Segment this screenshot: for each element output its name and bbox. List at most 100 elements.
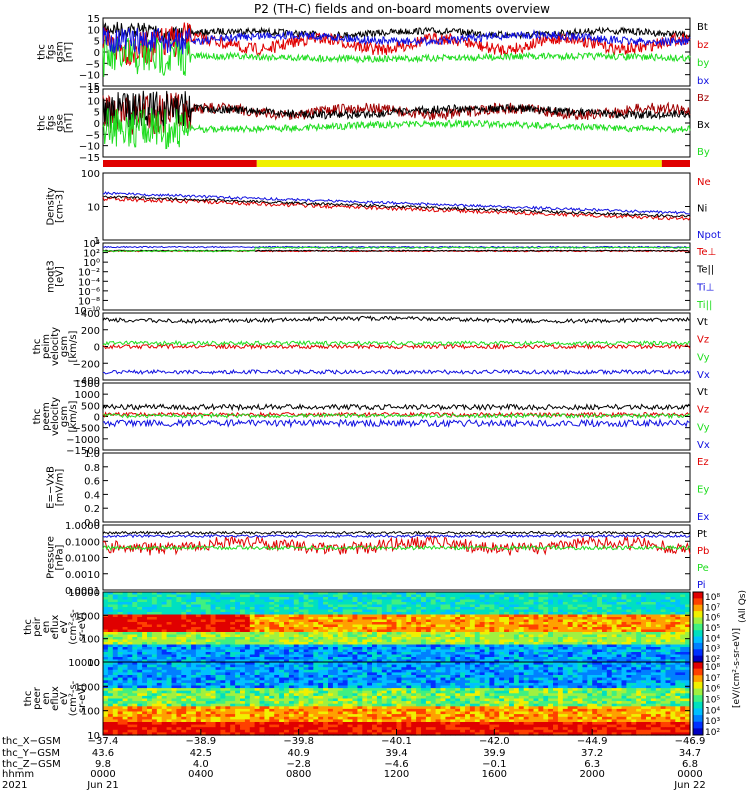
y-tick-label: −5 [85,130,100,141]
y-axis-label: [nPa] [55,544,66,570]
legend-label: Bz [697,93,709,104]
y-tick-label: 0.1000 [65,537,100,548]
mode-segment [662,160,690,167]
panel-peim_vel: 4002000−200−400thcpeimvelocitygsm[km/s]V… [32,309,710,387]
y-axis-label: sr-eV) [77,612,88,641]
y-tick-label: 400 [81,309,100,320]
legend-label: Vx [697,440,710,451]
y-tick-label: −10 [79,71,100,82]
legend-label: Vz [697,335,709,346]
series-line-pe [103,546,690,550]
series-line-vt [103,404,690,409]
legend-label: Ey [697,485,709,496]
y-axis-label: [cm-3] [55,190,66,223]
legend-label: Vt [697,387,708,398]
y-axis-label: [km/s] [68,330,79,362]
legend-label: bz [697,40,709,51]
panel-peem_vel: 150010005000−500−1000−1500thcpeemvelocit… [32,379,710,457]
series-line-vy [103,341,690,345]
y-axis-label: [nT] [64,42,75,62]
legend-label: by [697,58,709,69]
y-axis-label: [eV] [55,266,66,287]
legend-label: Ti|| [696,300,712,311]
panel-pressure: 1.00000.10000.01000.00100.0001Pressure[n… [46,521,710,597]
y-tick-label: 0.0010 [65,570,100,581]
series-line-pb [103,537,690,556]
legend-label: Ex [697,512,709,523]
y-tick-label: 5 [94,37,100,48]
panel-frame [103,173,690,240]
plot-title: P2 (TH-C) fields and on-board moments ov… [254,2,550,16]
legend-label: Vt [697,317,708,328]
y-tick-label: 100 [81,169,100,180]
y-tick-label: 10 [87,25,100,36]
y-tick-label: 0.6 [84,477,100,488]
mode-segment [257,160,662,167]
panel-frame [103,453,690,522]
y-tick-label: 15 [87,14,100,25]
series-line-ni [103,196,690,217]
y-tick-label: 200 [81,326,100,337]
legend-label: Ti⊥ [696,282,714,293]
y-axis-label: [nT] [64,113,75,133]
series-line-pi [103,535,690,538]
y-tick-label: 0.2 [84,504,100,515]
panel-temp: 10⁴10²10⁰10⁻²10⁻⁴10⁻⁶10⁻⁸10⁻¹⁰moqt3[eV]T… [46,239,717,317]
legend-label: Te⊥ [696,247,716,258]
legend-label: Pi [697,580,706,591]
legend-label: Ne [697,177,711,188]
y-tick-label: 0 [94,48,100,59]
series-line-vz [103,345,690,349]
series-line-pt [103,532,690,535]
legend-label: Vz [697,405,709,416]
panel-mode_bar [103,160,690,167]
legend-label: Npot [697,230,721,241]
y-tick-label: 10 [87,96,100,107]
y-tick-label: 0 [94,343,100,354]
legend-label: Pe [697,563,709,574]
legend-label: Pt [697,529,707,540]
y-tick-label: 15 [87,85,100,96]
y-axis-label: [km/s] [68,400,79,432]
legend-label: Vx [697,370,710,381]
legend-label: Te|| [696,265,714,276]
y-tick-label: 500 [81,401,100,412]
y-tick-label: −10 [79,142,100,153]
y-tick-label: 1500 [75,379,100,390]
y-tick-label: 0.4 [84,490,100,501]
y-tick-label: 0 [94,119,100,130]
y-tick-label: −5 [85,59,100,70]
panel-frame [103,243,690,310]
legend-label: By [697,147,710,158]
y-tick-label: −1000 [66,435,100,446]
panel-peer_spec: 10000100010010thcpeerenefluxeV(cm²-s-sr-… [23,658,691,742]
y-tick-label: 0.8 [84,463,100,474]
legend-label: Pb [697,546,709,557]
series-line-vx [103,420,690,427]
legend-label: bx [697,76,709,87]
y-tick-label: 5 [94,108,100,119]
y-tick-label: 1.0000 [65,521,100,532]
mode-segment [103,160,257,167]
legend-label: Bx [697,120,710,131]
legend-label: Vy [697,352,710,363]
panel-frame [103,525,690,590]
panel-peir_spec: 10000100010010thcpeirenefluxeV(cm²-s-sr-… [23,588,691,669]
y-tick-label: 1.0 [84,449,100,460]
y-axis-label: [mV/m] [55,469,66,507]
series-line-ne [103,197,690,220]
y-tick-label: 10 [87,203,100,214]
legend-label: Ez [697,457,709,468]
series-line-vx [103,370,690,374]
y-tick-label: 10000 [68,588,100,599]
y-tick-label: 1000 [75,390,100,401]
y-tick-label: −15 [79,153,100,164]
y-tick-label: 0.0100 [65,554,100,565]
series-line-vt [103,316,690,323]
legend-label: Ni [697,204,707,215]
